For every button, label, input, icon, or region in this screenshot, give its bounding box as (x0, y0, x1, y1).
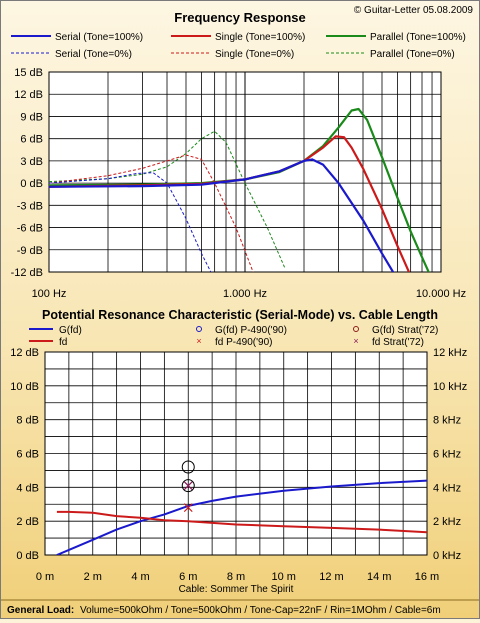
bottom-y2-tick-label: 2 kHz (433, 516, 461, 528)
legend-label-g-fd-p-490-90: G(fd) P-490('90) (215, 325, 287, 336)
series-line-parallel-tone-0 (49, 130, 286, 269)
series-line-g-fd (56, 479, 427, 555)
top-y-tick-label: -3 dB (17, 200, 43, 212)
bottom-y2-tick-label: 4 kHz (433, 482, 461, 494)
series-line-fd (56, 510, 427, 534)
top-y-tick-label: 15 dB (14, 67, 43, 79)
bottom-x-tick-label: 8 m (227, 571, 245, 583)
legend-label-single-tone-0: Single (Tone=0%) (215, 49, 294, 60)
bottom-y-tick-label: 6 dB (16, 449, 39, 461)
bottom-x-tick-label: 14 m (367, 571, 391, 583)
top-y-tick-label: -12 dB (11, 267, 43, 279)
marker-g-fd-strat-72 (181, 479, 195, 493)
marker-fd-strat-72-b (183, 481, 193, 491)
bottom-y2-tick-label: 12 kHz (433, 347, 467, 359)
bottom-chart-title: Potential Resonance Characteristic (Seri… (42, 308, 438, 322)
legend-label-g-fd-strat-72: G(fd) Strat('72) (372, 325, 438, 336)
bottom-x-tick-label: 2 m (84, 571, 102, 583)
marker-fd-p-490-90-b (183, 503, 193, 513)
bottom-y-tick-label: 4 dB (16, 482, 39, 494)
frequency-response-chart: Frequency Response Serial (Tone=100%) Sing… (11, 10, 467, 300)
bottom-x-tick-label: 10 m (272, 571, 296, 583)
bottom-x-tick-label: 4 m (131, 571, 149, 583)
top-x-tick-label: 1.000 Hz (223, 288, 267, 300)
bottom-x-tick-label: 6 m (179, 571, 197, 583)
marker-g-fd-p-490-90 (181, 460, 195, 474)
bottom-y-tick-label: 10 dB (10, 381, 39, 393)
bottom-x-tick-label: 12 m (319, 571, 343, 583)
top-y-tick-label: 6 dB (20, 134, 43, 146)
legend-label-fd: fd (59, 337, 67, 348)
footer: General Load: Volume=500kOhm / Tone=500k… (7, 605, 441, 616)
bottom-y-tick-label: 12 dB (10, 347, 39, 359)
bottom-y2-tick-label: 0 kHz (433, 550, 461, 562)
footer-label: General Load: (7, 605, 74, 616)
footer-text: Volume=500kOhm / Tone=500kOhm / Tone-Cap… (80, 605, 441, 616)
legend-marker-fd-strat-72: × (353, 336, 358, 346)
legend-label-fd-strat-72: fd Strat('72) (372, 337, 424, 348)
top-x-tick-label: 10.000 Hz (416, 288, 466, 300)
bottom-y-tick-label: 8 dB (16, 415, 39, 427)
legend-label-serial-tone-0: Serial (Tone=0%) (55, 49, 132, 60)
top-y-tick-label: 12 dB (14, 89, 43, 101)
top-y-tick-label: -6 dB (17, 223, 43, 235)
bottom-y-tick-label: 0 dB (16, 550, 39, 562)
legend-label-serial-tone-100: Serial (Tone=100%) (55, 32, 143, 43)
bottom-x-axis-label: Cable: Sommer The Spirit (179, 584, 294, 595)
top-series-group (49, 107, 430, 272)
top-y-tick-label: -9 dB (17, 245, 43, 257)
bottom-y-tick-label: 2 dB (16, 516, 39, 528)
legend-label-fd-p-490-90: fd P-490('90) (215, 337, 273, 348)
bottom-y2-tick-label: 10 kHz (433, 381, 467, 393)
top-x-tick-label: 100 Hz (32, 288, 67, 300)
copyright-text: © Guitar-Letter 05.08.2009 (354, 5, 474, 16)
legend-marker-fd-p-490-90: × (196, 336, 201, 346)
top-chart-title: Frequency Response (174, 10, 306, 25)
bottom-y2-tick-label: 6 kHz (433, 449, 461, 461)
bottom-x-tick-label: 16 m (415, 571, 439, 583)
legend-label-g-fd: G(fd) (59, 325, 82, 336)
legend-label-parallel-tone-100: Parallel (Tone=100%) (370, 32, 466, 43)
top-y-tick-label: 3 dB (20, 156, 43, 168)
top-y-tick-label: 0 dB (20, 178, 43, 190)
series-line-single-tone-0 (49, 154, 254, 272)
bottom-series-group (56, 460, 427, 555)
top-y-tick-label: 9 dB (20, 111, 43, 123)
legend-label-parallel-tone-0: Parallel (Tone=0%) (370, 49, 455, 60)
bottom-y2-tick-label: 8 kHz (433, 415, 461, 427)
legend-marker-g-fd-p-490-90 (196, 326, 202, 332)
series-line-serial-tone-100 (49, 158, 395, 272)
bottom-x-tick-label: 0 m (36, 571, 54, 583)
legend-label-single-tone-100: Single (Tone=100%) (215, 32, 305, 43)
resonance-chart: Potential Resonance Characteristic (Seri… (10, 308, 467, 595)
legend-marker-g-fd-strat-72 (353, 326, 359, 332)
